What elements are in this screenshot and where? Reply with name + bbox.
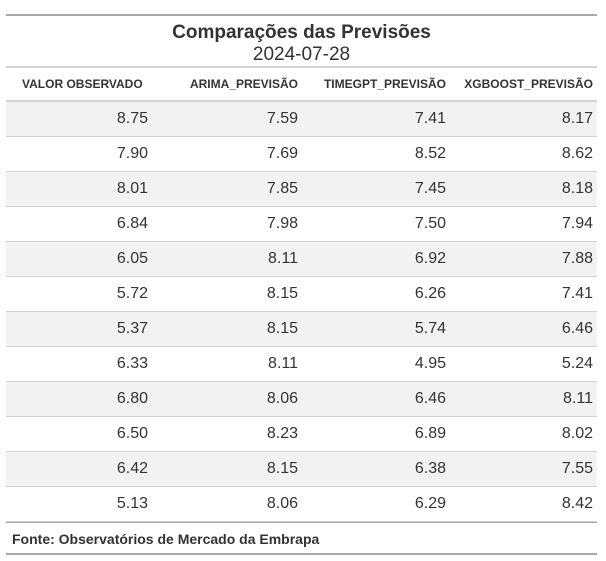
source-note: Fonte: Observatórios de Mercado da Embra… xyxy=(6,522,597,553)
table-row: 8.01 7.85 7.45 8.18 xyxy=(6,171,597,207)
arima-forecast-cell: 7.98 xyxy=(154,206,302,242)
observed-value-cell: 6.42 xyxy=(6,451,154,487)
observed-value-cell: 5.37 xyxy=(6,311,154,347)
table-subtitle: 2024-07-28 xyxy=(252,44,351,65)
arima-forecast-cell: 7.85 xyxy=(154,171,302,207)
table-body: 8.75 7.59 7.41 8.17 7.90 7.69 8.52 8.62 8.01 7.85… xyxy=(6,101,597,522)
observed-value-cell: 5.13 xyxy=(6,486,154,522)
observed-value-cell: 6.80 xyxy=(6,381,154,417)
timegpt-forecast-cell: 7.50 xyxy=(302,206,450,242)
arima-forecast-cell: 8.15 xyxy=(154,276,302,312)
table-row: 6.42 8.15 6.38 7.55 xyxy=(6,451,597,487)
arima-forecast-cell: 8.23 xyxy=(154,416,302,452)
table-row: 7.90 7.69 8.52 8.62 xyxy=(6,136,597,172)
observed-value-cell: 6.50 xyxy=(6,416,154,452)
table-row: 6.33 8.11 4.95 5.24 xyxy=(6,346,597,382)
top-rule xyxy=(6,14,597,16)
arima-forecast-cell: 8.11 xyxy=(154,346,302,382)
column-header-observed: VALOR OBSERVADO xyxy=(6,68,154,102)
xgboost-forecast-cell: 8.17 xyxy=(450,101,597,137)
arima-forecast-cell: 7.59 xyxy=(154,101,302,137)
xgboost-forecast-cell: 8.02 xyxy=(450,416,597,452)
timegpt-forecast-cell: 7.45 xyxy=(302,171,450,207)
table-row: 8.75 7.59 7.41 8.17 xyxy=(6,101,597,137)
table-row: 6.05 8.11 6.92 7.88 xyxy=(6,241,597,277)
timegpt-forecast-cell: 5.74 xyxy=(302,311,450,347)
xgboost-forecast-cell: 7.55 xyxy=(450,451,597,487)
xgboost-forecast-cell: 7.41 xyxy=(450,276,597,312)
observed-value-cell: 7.90 xyxy=(6,136,154,172)
arima-forecast-cell: 8.15 xyxy=(154,311,302,347)
arima-forecast-cell: 7.69 xyxy=(154,136,302,172)
observed-value-cell: 6.33 xyxy=(6,346,154,382)
arima-forecast-cell: 8.11 xyxy=(154,241,302,277)
forecast-comparison-table: Comparações das Previsões 2024-07-28 VAL… xyxy=(6,14,597,555)
arima-forecast-cell: 8.06 xyxy=(154,486,302,522)
bottom-rule xyxy=(6,553,597,555)
observed-value-cell: 5.72 xyxy=(6,276,154,312)
xgboost-forecast-cell: 7.88 xyxy=(450,241,597,277)
timegpt-forecast-cell: 6.46 xyxy=(302,381,450,417)
table-row: 5.37 8.15 5.74 6.46 xyxy=(6,311,597,347)
column-header-timegpt: TIMEGPT_PREVISÃO xyxy=(302,68,450,102)
timegpt-forecast-cell: 6.29 xyxy=(302,486,450,522)
arima-forecast-cell: 8.15 xyxy=(154,451,302,487)
timegpt-forecast-cell: 7.41 xyxy=(302,101,450,137)
table-row: 5.72 8.15 6.26 7.41 xyxy=(6,276,597,312)
arima-forecast-cell: 8.06 xyxy=(154,381,302,417)
data-grid: VALOR OBSERVADO ARIMA_PREVISÃO TIMEGPT_P… xyxy=(6,68,597,522)
xgboost-forecast-cell: 8.62 xyxy=(450,136,597,172)
observed-value-cell: 6.84 xyxy=(6,206,154,242)
timegpt-forecast-cell: 6.89 xyxy=(302,416,450,452)
xgboost-forecast-cell: 7.94 xyxy=(450,206,597,242)
timegpt-forecast-cell: 6.92 xyxy=(302,241,450,277)
timegpt-forecast-cell: 4.95 xyxy=(302,346,450,382)
table-heading: Comparações das Previsões 2024-07-28 xyxy=(6,16,597,66)
xgboost-forecast-cell: 5.24 xyxy=(450,346,597,382)
observed-value-cell: 6.05 xyxy=(6,241,154,277)
xgboost-forecast-cell: 8.11 xyxy=(450,381,597,417)
xgboost-forecast-cell: 8.18 xyxy=(450,171,597,207)
xgboost-forecast-cell: 6.46 xyxy=(450,311,597,347)
column-header-xgboost: XGBOOST_PREVISÃO xyxy=(450,68,597,102)
timegpt-forecast-cell: 8.52 xyxy=(302,136,450,172)
observed-value-cell: 8.75 xyxy=(6,101,154,137)
xgboost-forecast-cell: 8.42 xyxy=(450,486,597,522)
heading-divider xyxy=(6,66,597,68)
table-row: 5.13 8.06 6.29 8.42 xyxy=(6,486,597,522)
observed-value-cell: 8.01 xyxy=(6,171,154,207)
table-title: Comparações das Previsões xyxy=(172,22,431,43)
timegpt-forecast-cell: 6.38 xyxy=(302,451,450,487)
table-row: 6.84 7.98 7.50 7.94 xyxy=(6,206,597,242)
table-row: 6.50 8.23 6.89 8.02 xyxy=(6,416,597,452)
timegpt-forecast-cell: 6.26 xyxy=(302,276,450,312)
header-row: VALOR OBSERVADO ARIMA_PREVISÃO TIMEGPT_P… xyxy=(6,68,597,102)
table-row: 6.80 8.06 6.46 8.11 xyxy=(6,381,597,417)
column-header-arima: ARIMA_PREVISÃO xyxy=(154,68,302,102)
